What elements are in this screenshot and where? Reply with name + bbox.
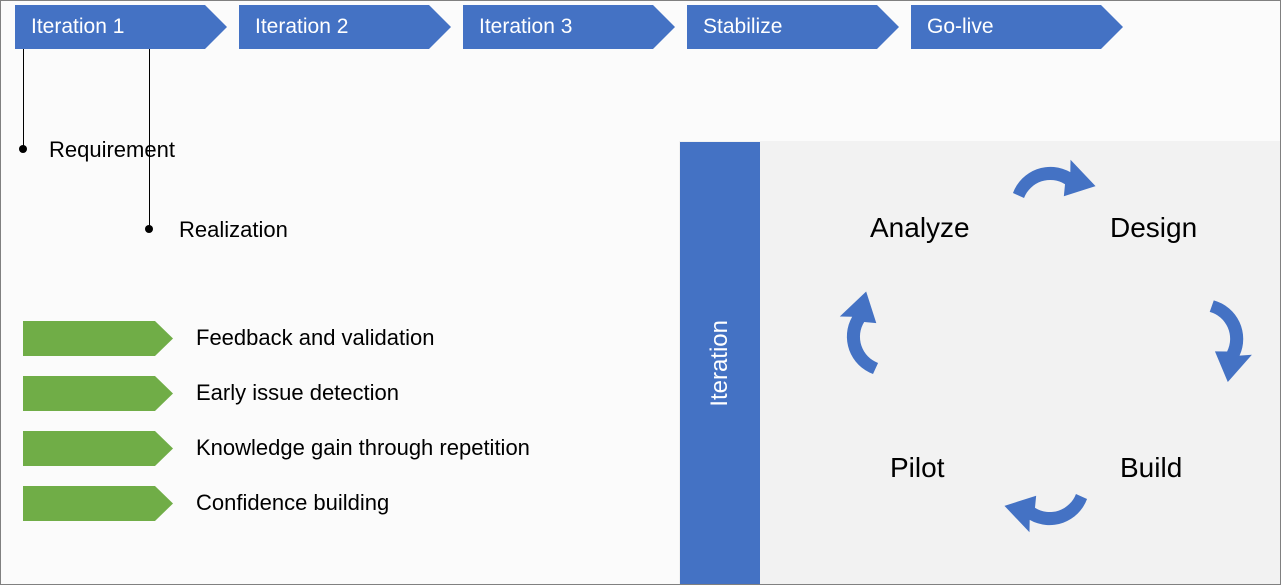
callout-label-requirement: Requirement [49,137,175,163]
iteration-tab-label: Iteration [706,320,734,407]
cycle-label-pilot: Pilot [890,452,944,484]
phase-3-label: Iteration 3 [463,5,653,49]
cycle-arrow-2 [1175,286,1264,388]
cycle-label-build: Build [1120,452,1182,484]
cycle-arrow-1 [997,142,1103,238]
benefit-label-1: Feedback and validation [196,325,435,351]
callout-label-realization: Realization [179,217,288,243]
cycle-label-design: Design [1110,212,1197,244]
callout-line-realization [149,49,150,229]
phase-4: Stabilize [687,5,899,49]
benefit-label-2: Early issue detection [196,380,399,406]
iteration-panel: Iteration Analyze Design Build Pilot [679,141,1281,585]
callout-dot-requirement [19,145,27,153]
phase-1-label: Iteration 1 [15,5,205,49]
benefit-arrow-1 [23,321,173,356]
cycle-arrow-3 [997,454,1103,550]
phase-2: Iteration 2 [239,5,451,49]
benefit-label-4: Confidence building [196,490,389,516]
iteration-tab: Iteration [680,142,760,585]
benefit-arrow-3 [23,431,173,466]
phase-5: Go-live [911,5,1123,49]
phase-1: Iteration 1 [15,5,227,49]
cycle-label-analyze: Analyze [870,212,970,244]
callout-dot-realization [145,225,153,233]
phase-5-label: Go-live [911,5,1101,49]
phase-4-label: Stabilize [687,5,877,49]
benefit-arrow-2 [23,376,173,411]
phase-2-label: Iteration 2 [239,5,429,49]
benefit-label-3: Knowledge gain through repetition [196,435,530,461]
diagram-frame: Iteration 1 Iteration 2 Iteration 3 Stab… [0,0,1281,585]
benefit-arrow-4 [23,486,173,521]
cycle-arrow-4 [822,284,918,390]
callout-line-requirement [23,49,24,149]
phase-3: Iteration 3 [463,5,675,49]
